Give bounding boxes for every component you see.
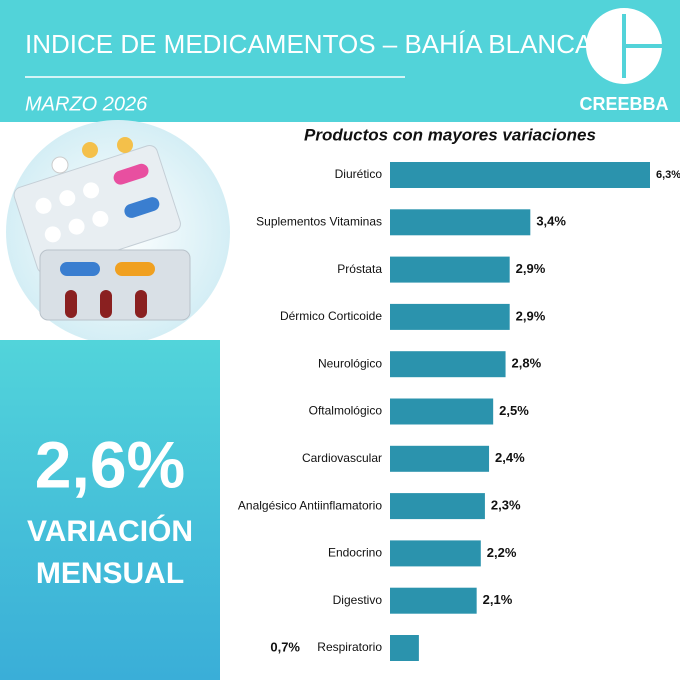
- logo: [586, 8, 662, 84]
- category-label: Digestivo: [333, 593, 383, 607]
- header-band: [0, 0, 680, 122]
- value-label: 2,4%: [495, 450, 525, 465]
- value-label: 2,9%: [516, 308, 546, 323]
- category-label: Analgésico Antiinflamatorio: [238, 498, 382, 512]
- bar: [390, 493, 485, 520]
- kpi-value: 2,6%: [35, 427, 185, 501]
- value-label: 2,8%: [512, 356, 542, 371]
- kpi-caption: VARIACIÓN: [27, 514, 193, 548]
- value-label: 2,3%: [491, 498, 521, 513]
- bar: [390, 398, 494, 425]
- bar-chart: Diurético 6,3% Suplementos Vitaminas 3,4% Pr…: [238, 162, 680, 661]
- bar: [390, 540, 481, 567]
- value-label: 6,3%: [656, 169, 680, 181]
- category-label: Cardiovascular: [302, 451, 382, 465]
- pills-illustration: [6, 120, 230, 344]
- chart-title: Productos con mayores variaciones: [304, 125, 596, 144]
- kpi-caption: MENSUAL: [36, 557, 184, 590]
- category-label: Próstata: [337, 262, 382, 276]
- category-label: Endocrino: [328, 546, 382, 560]
- value-label: 2,9%: [516, 261, 546, 276]
- bar: [390, 587, 477, 614]
- value-label: 3,4%: [536, 214, 566, 229]
- header-title: INDICE DE MEDICAMENTOS – BAHÍA BLANCA: [25, 29, 593, 59]
- bar: [390, 256, 510, 283]
- bar: [390, 445, 490, 472]
- category-label: Suplementos Vitaminas: [256, 214, 382, 228]
- bar: [390, 351, 506, 378]
- category-label: Diurético: [335, 167, 383, 181]
- category-label: Respiratorio: [317, 640, 382, 654]
- value-label: 0,7%: [270, 639, 300, 654]
- kpi-panel: [0, 340, 220, 680]
- value-label: 2,5%: [499, 403, 529, 418]
- bar: [390, 303, 510, 330]
- bar: [390, 209, 531, 236]
- bar: [390, 162, 650, 188]
- category-label: Oftalmológico: [309, 404, 383, 418]
- category-label: Neurológico: [318, 356, 382, 370]
- bar: [390, 635, 419, 661]
- logo-text: CREEBBA: [579, 94, 668, 114]
- header-subtitle: MARZO 2026: [25, 93, 148, 115]
- value-label: 2,2%: [487, 545, 517, 560]
- category-label: Dérmico Corticoide: [280, 309, 382, 323]
- value-label: 2,1%: [483, 592, 513, 607]
